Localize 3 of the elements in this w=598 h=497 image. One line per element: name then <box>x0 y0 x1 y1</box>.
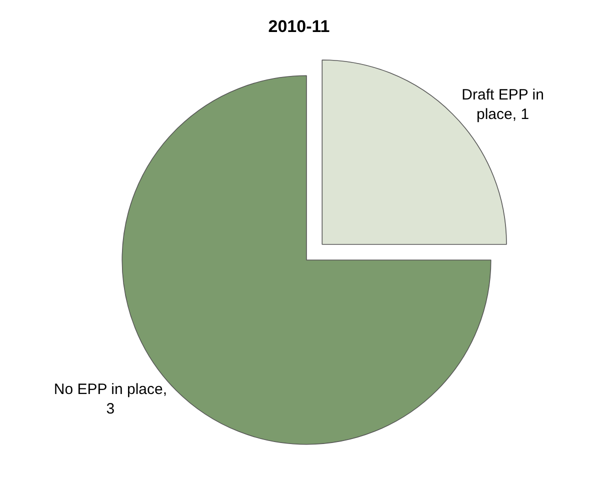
slice-label: Draft EPP in place, 1 <box>462 86 544 124</box>
slice-label: No EPP in place, 3 <box>54 381 167 418</box>
chart-title: 2010-11 <box>268 16 330 36</box>
